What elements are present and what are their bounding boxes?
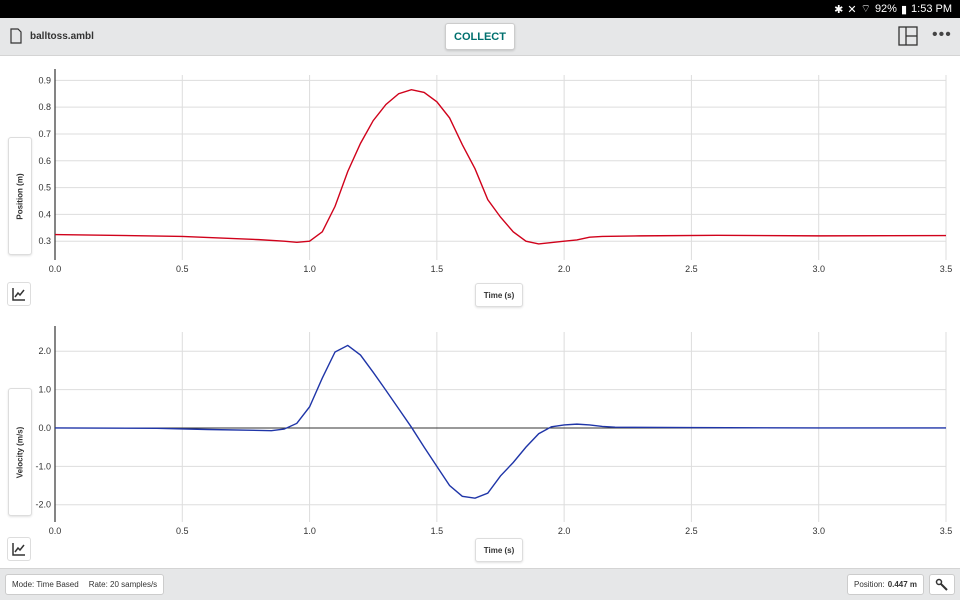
y-tick-label: 0.9 (38, 75, 51, 85)
sensor-reading[interactable]: Position: 0.447 m (847, 574, 925, 595)
rate-label: Rate: 20 samples/s (88, 580, 158, 589)
file-name-label: balltoss.ambl (30, 30, 94, 42)
x-tick-label: 0.0 (49, 526, 62, 536)
position-graph: 0.0 0.5 1.0 1.5 2.0 2.5 3.0 3.5 0.3 0.4 0.5 0.6 0.7 0… (0, 57, 960, 312)
data-collection-settings[interactable]: Mode: Time Based Rate: 20 samples/s (5, 574, 165, 595)
wrench-icon (935, 578, 948, 591)
series-line-position (54, 89, 947, 245)
graph-options-button[interactable] (7, 282, 31, 306)
y-tick-label: -1.0 (35, 461, 51, 471)
velocity-graph: 0.0 0.5 1.0 1.5 2.0 2.5 3.0 3.5 -2.0 -1.0 0.0 1.0 2.… (0, 318, 960, 568)
graph-icon (12, 543, 25, 556)
mute-icon: ✕ (847, 3, 857, 16)
toolbar: balltoss.ambl COLLECT ••• (0, 18, 960, 56)
y-tick-label: 0.7 (38, 129, 51, 139)
x-tick-label: 0.0 (49, 264, 62, 274)
status-bar: ✱ ✕ ⌔ 92% ▮ 1:53 PM (0, 0, 960, 18)
battery-icon: ▮ (900, 3, 908, 16)
x-tick-label: 2.5 (685, 526, 698, 536)
x-tick-label: 2.0 (558, 264, 571, 274)
y-tick-label: 0.8 (38, 102, 51, 112)
graph-options-button[interactable] (7, 537, 31, 561)
velocity-x-axis-label[interactable]: Time (s) (475, 538, 523, 562)
battery-level: 92% (874, 3, 897, 15)
graph-icon (12, 288, 25, 301)
position-y-axis-label[interactable]: Position (m) (8, 137, 32, 255)
x-tick-label: 1.0 (303, 264, 316, 274)
file-name[interactable]: balltoss.ambl (10, 28, 94, 44)
series-line-velocity (54, 344, 946, 499)
x-tick-label: 2.0 (558, 526, 571, 536)
wifi-icon: ⌔ (860, 3, 871, 15)
y-tick-label: 0.4 (38, 209, 51, 219)
clock: 1:53 PM (911, 3, 952, 15)
bluetooth-icon: ✱ (834, 3, 844, 16)
sensor-tools-button[interactable] (929, 574, 955, 595)
position-reading-value: 0.447 m (887, 580, 918, 589)
y-tick-label: 2.0 (38, 346, 51, 356)
y-tick-label: 0.5 (38, 183, 51, 193)
y-tick-label: 1.0 (38, 385, 51, 395)
x-tick-label: 0.5 (176, 526, 189, 536)
x-tick-label: 2.5 (685, 264, 698, 274)
more-options-icon[interactable]: ••• (932, 26, 952, 43)
x-tick-label: 3.5 (940, 526, 953, 536)
layout-icon[interactable] (898, 26, 918, 46)
x-tick-label: 0.5 (176, 264, 189, 274)
y-tick-label: 0.3 (38, 236, 51, 246)
x-tick-label: 3.0 (812, 264, 825, 274)
position-x-axis-label[interactable]: Time (s) (475, 283, 523, 307)
velocity-y-axis-label[interactable]: Velocity (m/s) (8, 388, 32, 516)
mode-label: Mode: Time Based (12, 580, 79, 589)
y-tick-label: 0.6 (38, 156, 51, 166)
collect-button[interactable]: COLLECT (445, 23, 515, 50)
x-tick-label: 3.5 (940, 264, 953, 274)
footer-bar: Mode: Time Based Rate: 20 samples/s Posi… (0, 568, 960, 600)
x-tick-label: 3.0 (812, 526, 825, 536)
x-tick-label: 1.0 (303, 526, 316, 536)
position-reading-label: Position: (854, 580, 885, 589)
x-tick-label: 1.5 (431, 264, 444, 274)
x-tick-label: 1.5 (431, 526, 444, 536)
position-plot[interactable]: 0.0 0.5 1.0 1.5 2.0 2.5 3.0 3.5 0.3 0.4 0.5 0.6 0.7 0… (0, 57, 960, 277)
y-tick-label: -2.0 (35, 500, 51, 510)
y-tick-label: 0.0 (38, 423, 51, 433)
file-icon (10, 28, 22, 44)
velocity-plot[interactable]: 0.0 0.5 1.0 1.5 2.0 2.5 3.0 3.5 -2.0 -1.0 0.0 1.0 2.… (0, 318, 960, 538)
